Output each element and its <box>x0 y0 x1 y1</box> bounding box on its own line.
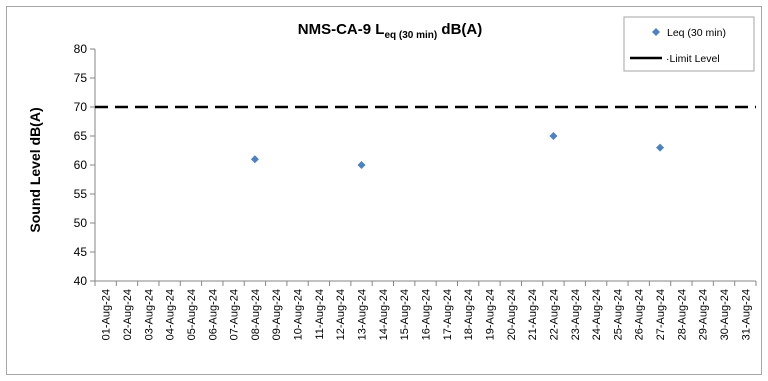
x-tick-label: 12-Aug-24 <box>335 289 347 340</box>
x-tick-label: 27-Aug-24 <box>655 289 667 340</box>
x-tick-label: 21-Aug-24 <box>527 289 539 340</box>
chart-title-main: NMS-CA-9 L <box>298 21 385 38</box>
legend-diamond-icon <box>652 28 660 36</box>
chart-title: NMS-CA-9 Leq (30 min) dB(A) <box>298 21 482 41</box>
x-tick-label: 11-Aug-24 <box>314 289 326 340</box>
legend-label-leq: Leq (30 min) <box>667 27 726 39</box>
legend-label-limit: ·Limit Level <box>666 53 720 65</box>
chart-title-subscript: eq (30 min) <box>384 30 437 41</box>
x-tick-label: 01-Aug-24 <box>101 289 113 340</box>
x-tick-label: 25-Aug-24 <box>612 289 624 340</box>
x-tick-label: 14-Aug-24 <box>378 289 390 340</box>
y-tick-label: 70 <box>74 100 88 114</box>
x-tick-label: 16-Aug-24 <box>421 289 433 340</box>
y-tick-label: 50 <box>74 216 88 230</box>
x-tick-label: 18-Aug-24 <box>463 289 475 340</box>
y-tick-label: 75 <box>74 71 88 85</box>
x-tick-label: 20-Aug-24 <box>506 289 518 340</box>
data-point <box>656 143 665 152</box>
y-tick-label: 55 <box>74 187 88 201</box>
plot-marks <box>95 105 756 169</box>
x-tick-label: 13-Aug-24 <box>357 289 369 340</box>
x-tick-label: 28-Aug-24 <box>676 289 688 340</box>
x-tick-label: 03-Aug-24 <box>143 289 155 340</box>
legend-box <box>623 16 755 72</box>
x-tick-label: 08-Aug-24 <box>250 289 262 340</box>
legend: Leq (30 min) ·Limit Level <box>623 16 755 72</box>
x-tick-label: 02-Aug-24 <box>122 289 134 340</box>
x-tick-label: 04-Aug-24 <box>165 289 177 340</box>
x-tick-label: 22-Aug-24 <box>548 289 560 340</box>
x-tick-label: 05-Aug-24 <box>186 289 198 340</box>
x-tick-label: 23-Aug-24 <box>570 289 582 340</box>
x-tick-label: 10-Aug-24 <box>293 289 305 340</box>
x-tick-label: 24-Aug-24 <box>591 289 603 340</box>
y-axis-label: Sound Level dB(A) <box>27 107 43 232</box>
x-axis-ticks: 01-Aug-24 02-Aug-24 03-Aug-24 04-Aug-24 05-A… <box>94 281 757 340</box>
y-tick-label: 45 <box>74 245 88 259</box>
x-tick-label: 07-Aug-24 <box>229 289 241 340</box>
axes <box>94 49 756 282</box>
y-tick-label: 65 <box>74 129 88 143</box>
x-tick-label: 30-Aug-24 <box>719 289 731 340</box>
x-tick-label: 17-Aug-24 <box>442 289 454 340</box>
x-tick-label: 19-Aug-24 <box>484 289 496 340</box>
x-tick-label: 09-Aug-24 <box>271 289 283 340</box>
y-axis-ticks: 40 45 50 55 60 65 70 75 80 <box>74 42 95 288</box>
y-tick-label: 60 <box>74 158 88 172</box>
data-point <box>357 161 366 169</box>
x-tick-label: 06-Aug-24 <box>207 289 219 340</box>
y-tick-label: 80 <box>74 42 88 56</box>
data-point <box>250 155 259 164</box>
x-tick-label: 15-Aug-24 <box>399 289 411 340</box>
x-tick-label: 31-Aug-24 <box>740 289 752 340</box>
x-tick-label: 29-Aug-24 <box>698 289 710 340</box>
chart-title-suffix: dB(A) <box>437 21 482 38</box>
y-tick-label: 40 <box>74 274 88 288</box>
x-tick-label: 26-Aug-24 <box>634 289 646 340</box>
data-point <box>549 132 558 140</box>
